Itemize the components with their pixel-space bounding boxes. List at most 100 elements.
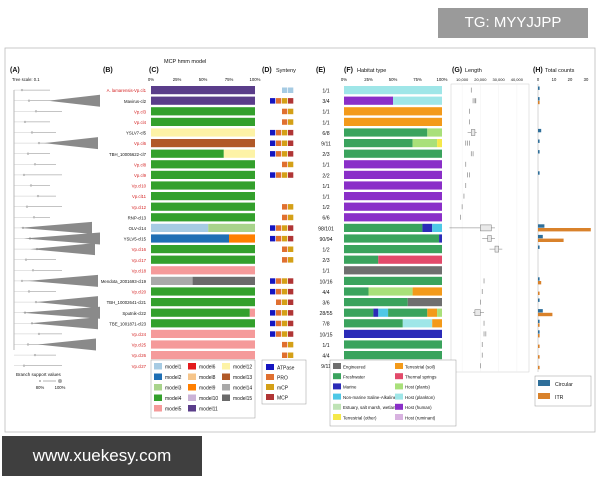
synteny-gene-box — [276, 172, 282, 178]
clade-label: Vp.cl20 — [132, 290, 147, 295]
branch-support-dot — [26, 152, 30, 155]
count-bar-circular — [538, 86, 540, 90]
mcp-legend-swatch — [188, 363, 196, 370]
habitat-legend-swatch — [333, 393, 341, 400]
cluster-count: 9/11 — [321, 142, 331, 148]
cluster-count: 2/3 — [322, 152, 329, 158]
synteny-gene-box — [282, 161, 288, 168]
clade-label: Vp.cl6 — [134, 141, 147, 146]
length-box — [480, 224, 492, 232]
count-bar-circular — [538, 245, 540, 249]
mcp-bar-segment — [192, 276, 255, 285]
count-bar-circular — [538, 234, 543, 239]
mcp-legend-swatch — [188, 405, 196, 412]
mcp-bar-segment — [229, 234, 255, 243]
habitat-bar-segment — [422, 223, 433, 232]
synteny-gene-box — [282, 299, 288, 305]
mcp-bar-segment — [151, 340, 255, 349]
synteny-gene-box — [282, 288, 288, 295]
synteny-gene-box — [276, 235, 282, 242]
mcp-axis-tick: 100% — [250, 77, 261, 82]
cluster-count: 6/6 — [322, 216, 329, 222]
total-counts-panel-title: Total counts — [545, 68, 575, 74]
cluster-count: 90/94 — [320, 237, 333, 243]
clade-label: Vp.cl9 — [134, 173, 147, 178]
synteny-gene-box — [288, 161, 294, 168]
clade-label: TBH_10005622-cl7 — [109, 152, 147, 157]
count-bar-itr — [538, 291, 540, 295]
mcp-legend-label: model1 — [165, 365, 182, 371]
synteny-gene-box — [288, 246, 294, 252]
mcp-bar-segment — [151, 287, 255, 296]
habitat-bar-segment — [344, 245, 442, 254]
collapsed-clade — [24, 232, 100, 245]
length-box — [474, 309, 481, 316]
mcp-bar-segment — [208, 223, 255, 232]
synteny-gene-box — [270, 310, 276, 316]
habitat-bar-segment — [344, 107, 442, 116]
habitat-bar-segment — [344, 117, 442, 126]
mcp-bar-segment — [151, 86, 255, 95]
panel-label-e: (E) — [316, 67, 325, 74]
mcp-bar-segment — [223, 149, 255, 158]
mcp-legend-label: model10 — [199, 396, 218, 402]
synteny-gene-box — [288, 225, 294, 231]
synteny-gene-box — [282, 87, 288, 93]
habitat-bar-segment — [344, 340, 442, 349]
count-bar-circular — [538, 171, 540, 175]
cluster-count: 1/1 — [322, 269, 329, 275]
branch-support-dot — [31, 269, 35, 272]
habitat-bar-segment — [344, 266, 442, 275]
habitat-legend-label: Host (ruminant) — [405, 415, 436, 420]
mcp-axis-tick: 50% — [199, 77, 208, 82]
mcp-bar-segment — [151, 319, 255, 328]
clade-label: Vp.cl3 — [134, 109, 147, 114]
branch-support-dot — [34, 300, 38, 304]
synteny-gene-box — [288, 140, 294, 146]
count-bar-itr — [538, 323, 540, 327]
synteny-gene-box — [288, 352, 294, 358]
mcp-axis-tick: 25% — [173, 77, 182, 82]
habitat-bar-segment — [344, 223, 423, 232]
synteny-gene-box — [270, 320, 276, 327]
counts-legend-label-itr: ITR — [555, 395, 564, 401]
mcp-legend-label: model3 — [165, 386, 182, 392]
mcp-legend-swatch — [188, 384, 196, 391]
cluster-count: 4/4 — [322, 354, 329, 360]
length-panel-title: Length — [465, 68, 482, 74]
count-axis-tick: 20 — [568, 77, 573, 82]
habitat-legend-label: Host (plants) — [405, 385, 430, 390]
count-bar-circular — [538, 224, 545, 228]
synteny-gene-box — [276, 151, 282, 157]
synteny-gene-box — [288, 299, 294, 305]
habitat-bar-segment — [344, 255, 379, 264]
collapsed-clade — [38, 338, 96, 351]
mcp-bar-segment — [151, 202, 255, 211]
cluster-count: 10/15 — [320, 332, 333, 338]
habitat-legend-swatch — [333, 373, 341, 380]
synteny-gene-box — [288, 331, 294, 337]
habitat-axis-tick: 25% — [364, 77, 373, 82]
synteny-gene-box — [270, 151, 276, 157]
clade-label: A. lamarensis-Vp.cl1 — [107, 88, 147, 93]
synteny-legend-swatch — [266, 374, 274, 380]
synteny-gene-box — [288, 288, 294, 295]
watermark-website: www.xuekesy.com — [2, 436, 202, 476]
mcp-bar-segment — [151, 96, 255, 105]
habitat-legend-label: Non-marine Saline-Alkaline — [343, 395, 397, 400]
count-bar-itr — [538, 355, 540, 359]
branch-support-dot — [32, 216, 36, 219]
habitat-legend-swatch — [333, 403, 341, 410]
habitat-legend-swatch — [333, 383, 341, 390]
mcp-bar-segment — [151, 255, 255, 264]
branch-support-high: 100% — [55, 385, 66, 390]
watermark-telegram: TG: MYYJJPP — [438, 8, 588, 38]
mcp-legend-label: model2 — [165, 375, 182, 381]
synteny-gene-box — [276, 140, 282, 146]
mcp-legend-label: model15 — [233, 396, 252, 402]
habitat-legend-swatch — [395, 403, 403, 410]
mcp-legend-label: model4 — [165, 396, 182, 402]
collapsed-clade — [28, 274, 98, 287]
branch-support-title: Branch support values — [16, 372, 62, 377]
synteny-gene-box — [288, 214, 294, 221]
